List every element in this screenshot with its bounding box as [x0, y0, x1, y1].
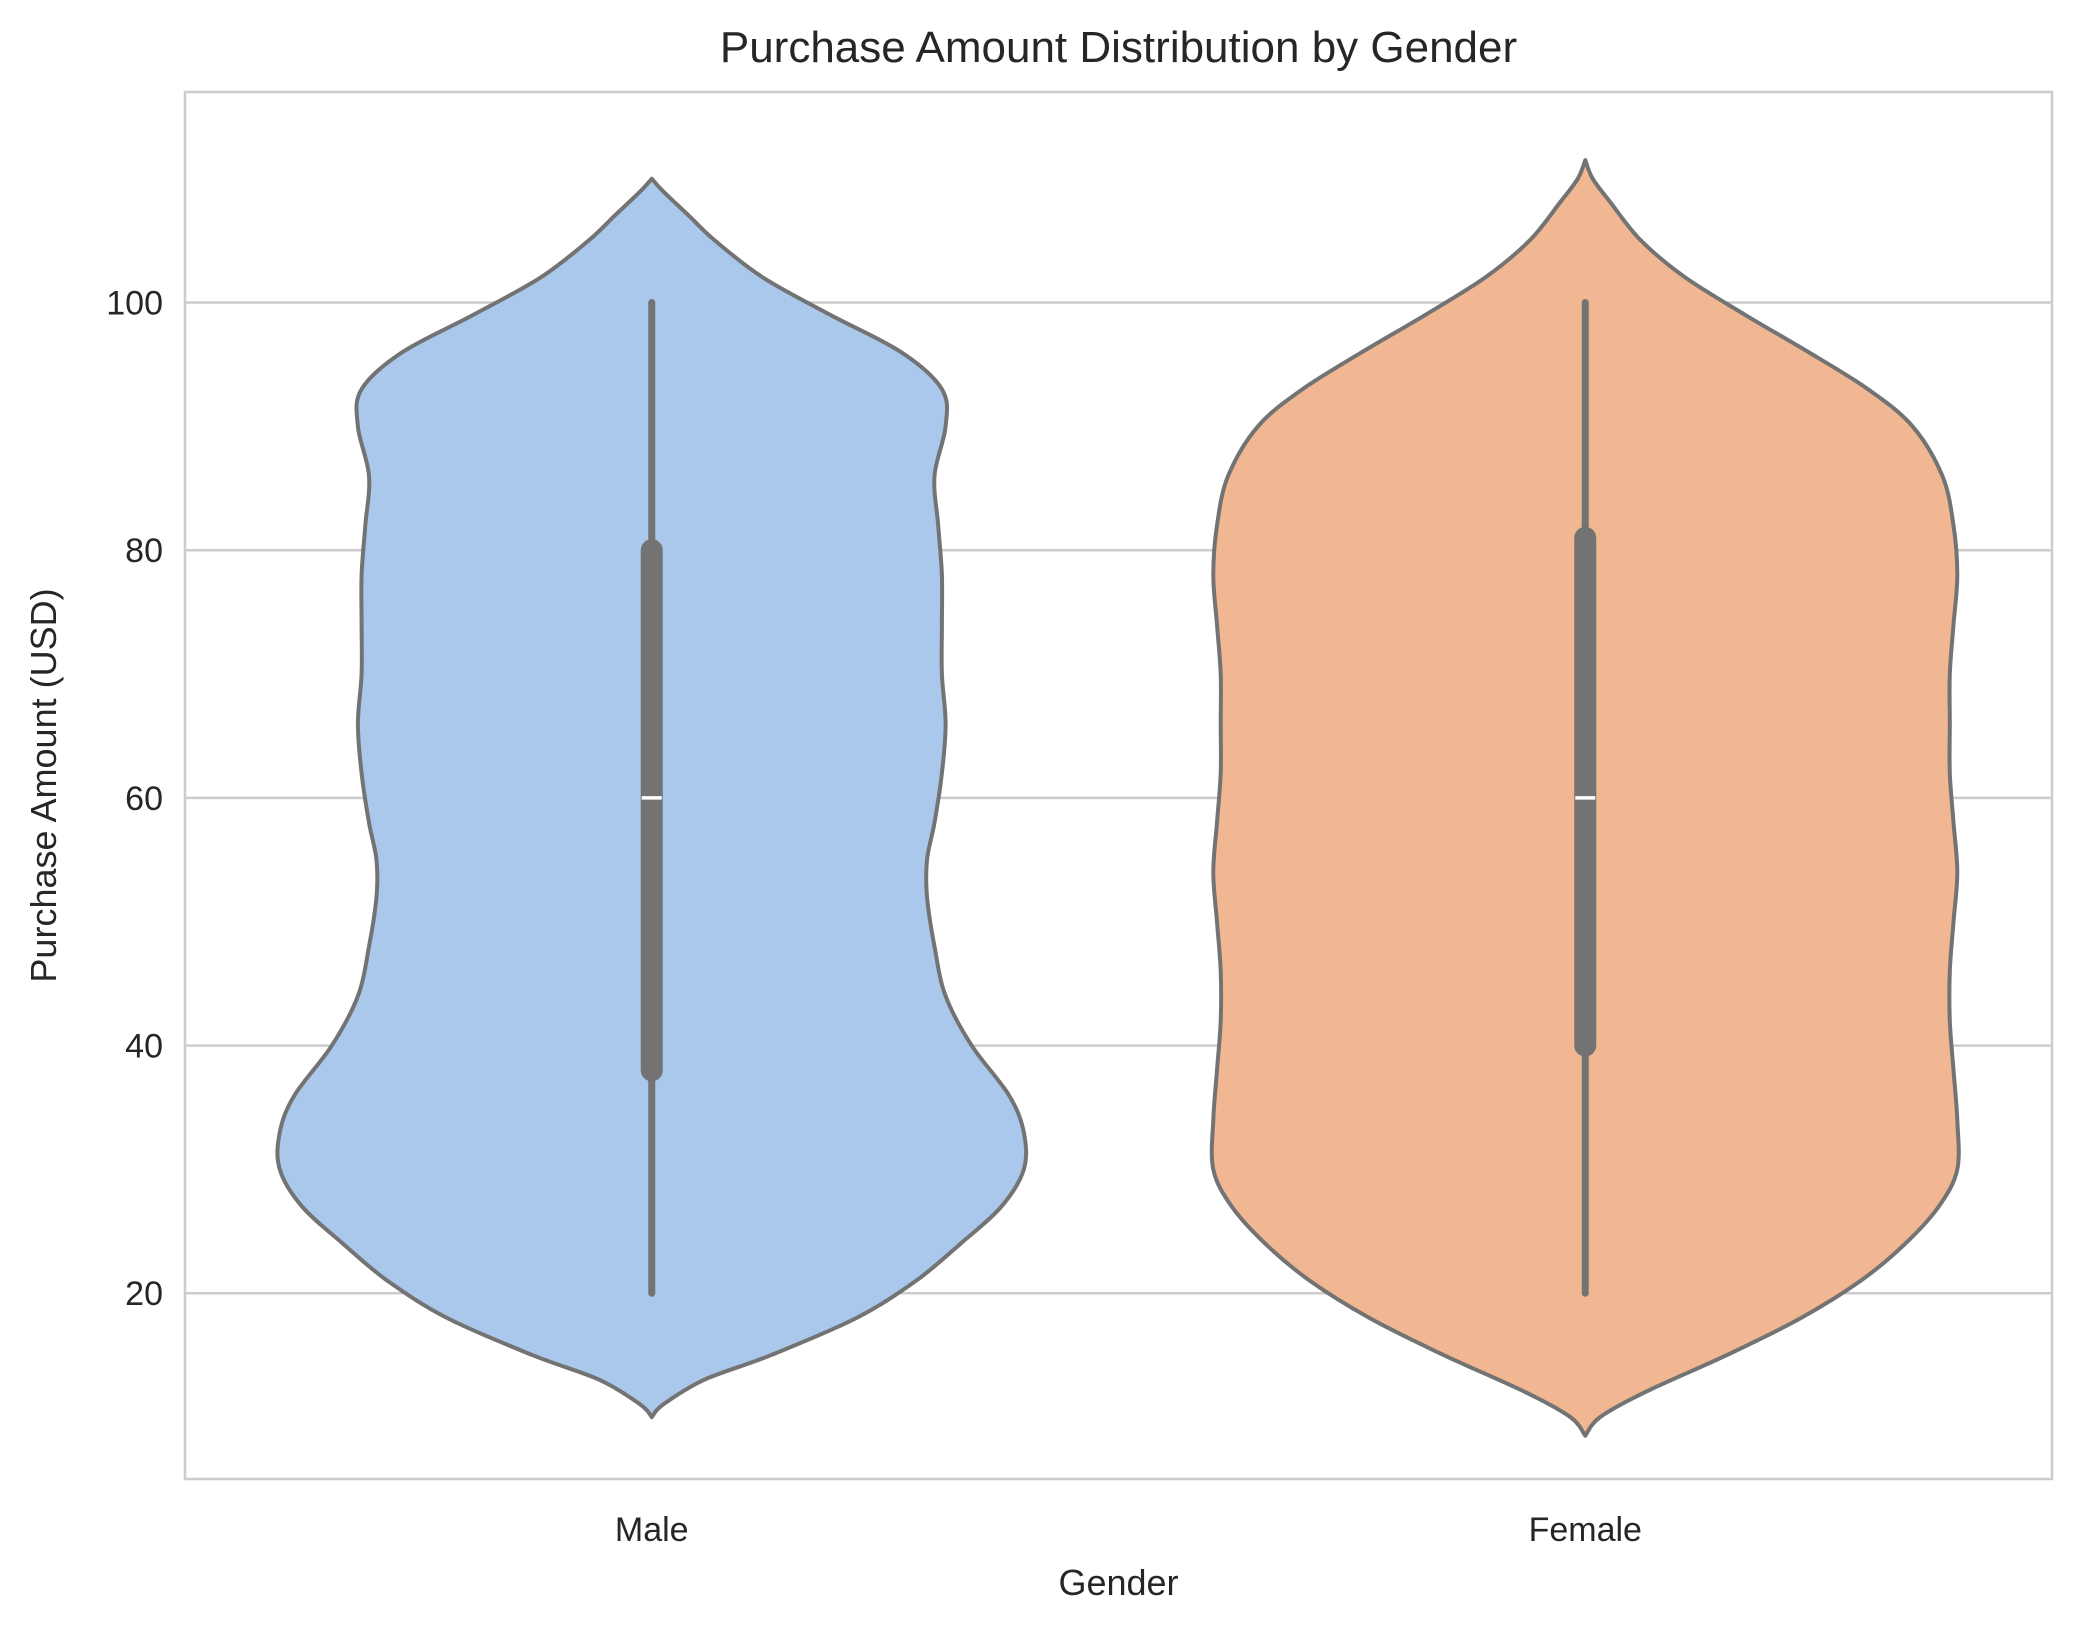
y-tick-label: 100	[106, 285, 163, 323]
y-tick-label: 20	[125, 1275, 163, 1313]
tick-labels: 20 40 60 80 100 Male Female	[106, 285, 1642, 1549]
violin-male	[275, 176, 1029, 1420]
x-tick-label: Female	[1529, 1511, 1642, 1549]
violin-female	[1209, 158, 1961, 1438]
plot-frame	[183, 90, 2054, 1481]
y-tick-label: 80	[125, 532, 163, 570]
y-tick-label: 40	[125, 1028, 163, 1066]
y-tick-label: 60	[125, 780, 163, 818]
y-axis-label: Purchase Amount (USD)	[23, 588, 64, 982]
violins	[275, 158, 1961, 1438]
x-tick-label: Male	[615, 1511, 689, 1549]
chart-title: Purchase Amount Distribution by Gender	[720, 23, 1517, 72]
x-axis-label: Gender	[1058, 1562, 1178, 1603]
